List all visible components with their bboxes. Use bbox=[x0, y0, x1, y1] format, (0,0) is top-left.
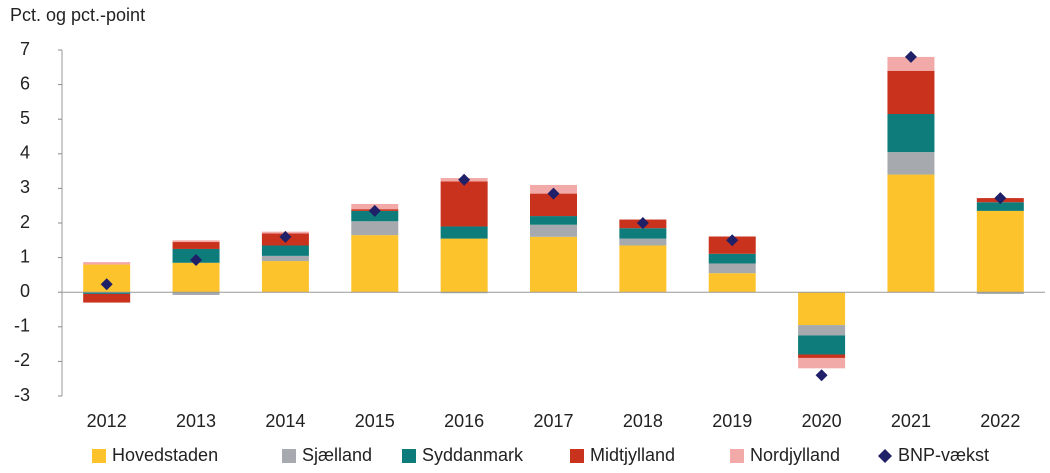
legend-marker bbox=[878, 449, 892, 463]
bar-segment bbox=[708, 273, 756, 293]
bar-segment bbox=[172, 292, 220, 295]
y-tick-label: 5 bbox=[20, 108, 30, 128]
legend-label: Hovedstaden bbox=[112, 445, 218, 465]
bar-segment bbox=[261, 261, 309, 293]
x-tick-label: 2019 bbox=[712, 411, 752, 431]
legend-label: Syddanmark bbox=[422, 445, 524, 465]
x-tick-label: 2017 bbox=[533, 411, 573, 431]
bar-segment bbox=[172, 242, 220, 249]
bar-segment bbox=[261, 245, 309, 256]
y-tick-label: 4 bbox=[20, 143, 30, 163]
diamond-marker bbox=[994, 192, 1007, 205]
bar-segment bbox=[708, 263, 756, 274]
y-tick-label: -2 bbox=[14, 350, 30, 370]
bar-segment bbox=[83, 292, 131, 294]
bar-segment bbox=[440, 181, 488, 227]
x-tick-label: 2014 bbox=[265, 411, 305, 431]
diamond-marker bbox=[458, 173, 471, 186]
bar-segment bbox=[172, 240, 220, 243]
bar-segment bbox=[887, 174, 935, 293]
legend-label: BNP-vækst bbox=[898, 445, 989, 465]
x-tick-label: 2020 bbox=[802, 411, 842, 431]
bar-segment bbox=[798, 354, 846, 358]
bar-segment bbox=[887, 70, 935, 115]
bar-segment bbox=[83, 293, 131, 303]
bar-segment bbox=[708, 253, 756, 264]
y-tick-label: -1 bbox=[14, 316, 30, 336]
bar-segment bbox=[351, 235, 399, 293]
x-tick-label: 2022 bbox=[980, 411, 1020, 431]
x-tick-label: 2018 bbox=[623, 411, 663, 431]
chart-title: Pct. og pct.-point bbox=[10, 5, 145, 25]
legend-swatch bbox=[730, 449, 744, 463]
legend-swatch bbox=[92, 449, 106, 463]
bar-segment bbox=[530, 216, 577, 225]
legend-swatch bbox=[570, 449, 584, 463]
diamond-marker bbox=[815, 369, 828, 382]
bar-segment bbox=[976, 202, 1024, 211]
x-tick-label: 2013 bbox=[176, 411, 216, 431]
bar-segment bbox=[172, 262, 220, 293]
diamond-marker bbox=[190, 254, 203, 267]
bar-segment bbox=[798, 292, 846, 326]
diamond-marker bbox=[100, 278, 113, 291]
diamond-marker bbox=[904, 50, 917, 63]
bar-segment bbox=[887, 114, 935, 153]
bar-segment bbox=[619, 238, 667, 246]
bar-segment bbox=[530, 193, 577, 217]
diamond-marker bbox=[279, 230, 292, 243]
bar-segment bbox=[351, 221, 399, 236]
diamond-marker bbox=[726, 234, 739, 247]
y-tick-label: 2 bbox=[20, 212, 30, 232]
legend-swatch bbox=[282, 449, 296, 463]
bar-segment bbox=[976, 210, 1024, 293]
x-tick-label: 2016 bbox=[444, 411, 484, 431]
y-tick-label: 7 bbox=[20, 39, 30, 59]
diamond-marker bbox=[547, 187, 560, 200]
bar-segment bbox=[440, 292, 488, 294]
bar-segment bbox=[798, 357, 846, 369]
y-tick-label: 3 bbox=[20, 177, 30, 197]
y-tick-label: 0 bbox=[20, 281, 30, 301]
y-tick-label: 6 bbox=[20, 73, 30, 93]
legend-label: Nordjylland bbox=[750, 445, 840, 465]
x-tick-label: 2015 bbox=[355, 411, 395, 431]
bar-segment bbox=[530, 224, 577, 237]
y-tick-label: -3 bbox=[14, 385, 30, 405]
legend-swatch bbox=[402, 449, 416, 463]
bar-segment bbox=[887, 56, 935, 71]
diamond-marker bbox=[368, 204, 381, 217]
x-tick-label: 2021 bbox=[891, 411, 931, 431]
bar-segment bbox=[976, 292, 1024, 294]
bar-segment bbox=[440, 226, 488, 239]
bar-segment bbox=[440, 238, 488, 293]
bar-segment bbox=[83, 262, 131, 265]
bar-segment bbox=[619, 228, 667, 239]
x-tick-label: 2012 bbox=[87, 411, 127, 431]
bar-segment bbox=[261, 255, 309, 262]
legend-label: Midtjylland bbox=[590, 445, 675, 465]
bar-segment bbox=[619, 245, 667, 293]
diamond-marker bbox=[636, 217, 649, 229]
y-tick-label: 1 bbox=[20, 246, 30, 266]
bar-segment bbox=[798, 335, 846, 355]
bar-segment bbox=[530, 236, 577, 293]
legend-label: Sjælland bbox=[302, 445, 372, 465]
bar-segment bbox=[798, 325, 846, 336]
bar-segment bbox=[887, 152, 935, 175]
